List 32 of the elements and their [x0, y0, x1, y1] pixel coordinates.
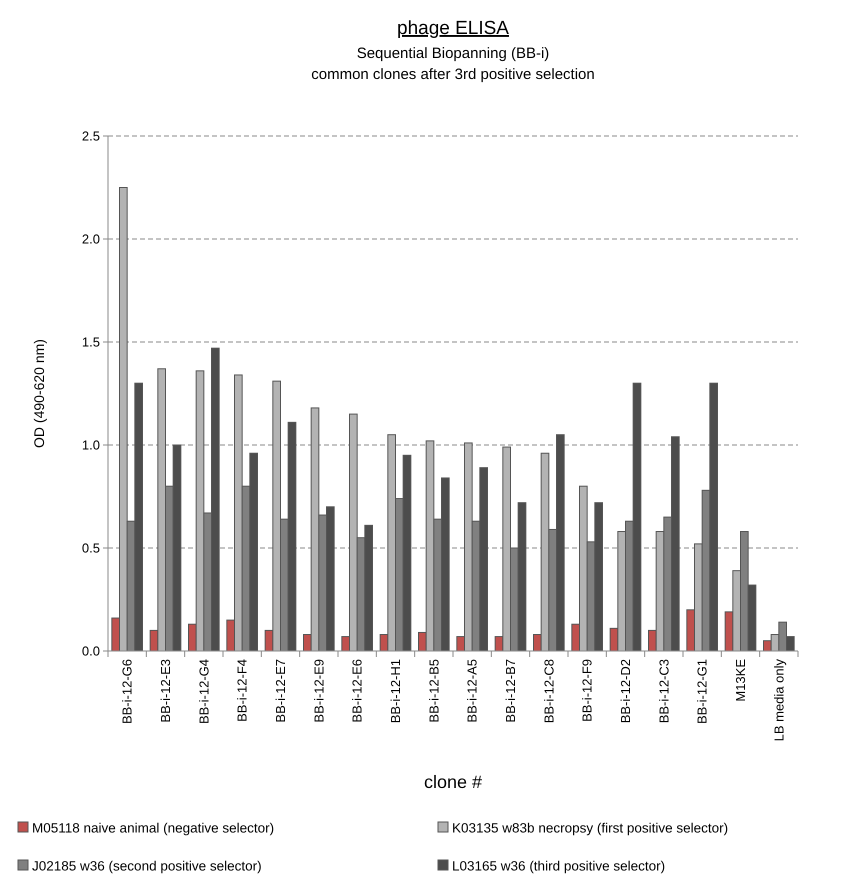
- x-tick-label: BB-i-12-G4: [196, 659, 212, 724]
- x-axis-title: clone #: [424, 772, 482, 792]
- x-tick-label: BB-i-12-C3: [656, 659, 672, 724]
- x-tick-label: BB-i-12-G6: [120, 659, 135, 724]
- x-tick-label: BB-i-12-G1: [694, 659, 710, 724]
- x-tick-label: BB-i-12-D2: [618, 659, 634, 724]
- x-tick-label: BB-i-12-E3: [158, 659, 174, 723]
- x-tick-label: M13KE: [733, 658, 748, 702]
- x-tick-label: BB-i-12-A5: [464, 659, 480, 723]
- x-tick-label: BB-i-12-F9: [580, 659, 595, 722]
- chart-subtitle: Sequential Biopanning (BB-i) common clones after 3rd positive selection: [311, 45, 595, 83]
- legend-label: K03135 w83b necropsy (first positive selector): [452, 820, 728, 836]
- legend-label: J02185 w36 (second positive selector): [32, 858, 262, 874]
- x-tick-label: BB-i-12-H1: [388, 659, 404, 724]
- y-tick-label: 1.5: [82, 334, 100, 350]
- y-tick-label: 2.0: [82, 232, 100, 247]
- y-tick-label: 2.5: [82, 128, 100, 144]
- legend-label: M05118 naive animal (negative selector): [32, 820, 274, 836]
- y-axis-title: OD (490-620 nm): [31, 339, 47, 448]
- x-tick-label: BB-i-12-C8: [541, 659, 556, 724]
- y-tick-label: 1.0: [82, 438, 100, 453]
- y-tick-label: 0.5: [82, 540, 100, 556]
- x-tick-label: BB-i-12-B5: [426, 659, 442, 723]
- x-tick-label: BB-i-12-B7: [503, 659, 518, 723]
- x-tick-label: BB-i-12-E9: [311, 659, 326, 723]
- chart-title: phage ELISA: [397, 18, 510, 39]
- legend-label: L03165 w36 (third positive selector): [452, 858, 666, 874]
- x-tick-label: BB-i-12-E6: [350, 659, 365, 723]
- y-tick-label: 0.0: [82, 644, 100, 659]
- x-tick-label: BB-i-12-E7: [273, 659, 288, 723]
- x-tick-label: BB-i-12-F4: [234, 659, 250, 722]
- x-tick-label: LB media only: [771, 658, 786, 742]
